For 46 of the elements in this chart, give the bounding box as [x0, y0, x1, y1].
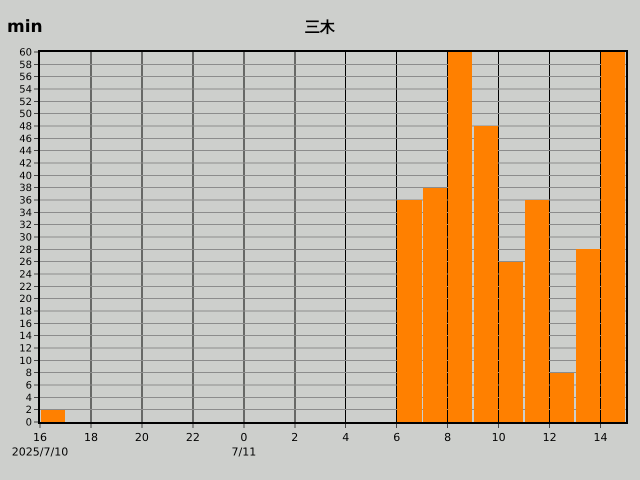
y-tick-label: 56 — [19, 72, 32, 84]
y-tick-label: 16 — [19, 318, 32, 330]
y-tick-label: 50 — [19, 109, 32, 120]
x-tick-label: 10 — [492, 431, 506, 444]
y-tick-label: 44 — [19, 146, 32, 158]
y-tick-label: 40 — [19, 170, 32, 182]
chart-title: 三木 — [305, 18, 336, 36]
y-tick-label: 20 — [19, 294, 32, 306]
x-tick-label: 12 — [542, 431, 557, 444]
y-tick-label: 28 — [19, 244, 32, 256]
x-tick-label: 6 — [393, 431, 400, 444]
y-tick-label: 24 — [19, 270, 32, 280]
y-tick-label: 18 — [19, 306, 32, 318]
y-tick-label: 34 — [19, 208, 32, 219]
x-tick-label: 8 — [444, 431, 452, 444]
y-tick-label: 52 — [19, 96, 32, 108]
y-tick-label: 38 — [19, 183, 32, 194]
y-tick-label: 36 — [19, 196, 32, 206]
y-tick-label: 8 — [26, 368, 32, 380]
y-tick-label: 14 — [19, 331, 32, 342]
y-tick-label: 46 — [19, 134, 32, 145]
y-tick-label: 6 — [26, 380, 32, 392]
y-tick-label: 58 — [19, 60, 32, 71]
y-axis-title: min — [7, 17, 43, 37]
x-tick-label: 18 — [84, 431, 98, 444]
x-tick-label: 20 — [134, 431, 149, 444]
x-tick-label: 4 — [342, 431, 350, 444]
y-tick-label: 30 — [19, 232, 32, 244]
y-tick-label: 10 — [19, 356, 32, 367]
y-tick-label: 60 — [19, 48, 32, 58]
y-tick-label: 48 — [19, 122, 32, 132]
y-tick-label: 0 — [26, 418, 32, 428]
y-tick-label: 4 — [26, 392, 32, 404]
y-tick-label: 12 — [19, 344, 32, 354]
y-tick-label: 2 — [26, 405, 32, 416]
y-tick-label: 26 — [19, 257, 32, 268]
x-tick-label: 16 2025/7/10 — [12, 431, 68, 458]
x-tick-label: 2 — [291, 431, 298, 444]
bar — [41, 410, 65, 422]
y-tick-label: 22 — [19, 282, 32, 293]
y-tick-label: 42 — [19, 158, 32, 170]
x-tick-label: 22 — [186, 431, 200, 444]
y-tick-label: 54 — [19, 84, 32, 96]
y-tick-label: 32 — [19, 220, 32, 232]
x-tick-label: 0 7/11 — [231, 431, 256, 458]
x-tick-label: 14 — [594, 431, 608, 444]
